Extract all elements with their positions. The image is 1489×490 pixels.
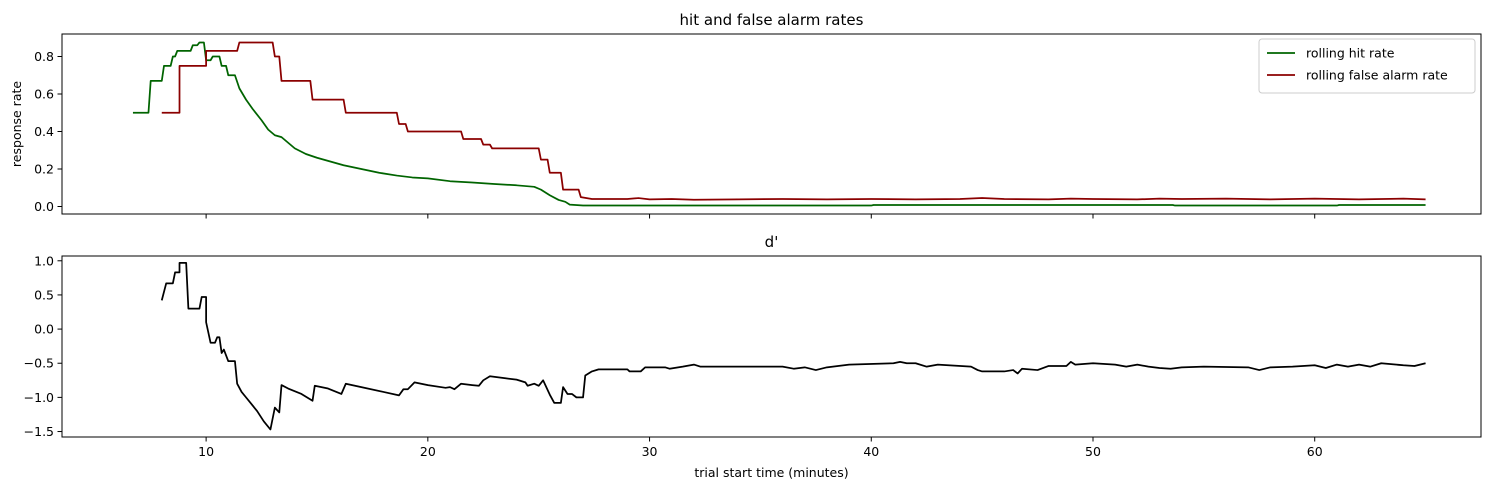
x-tick-label: 10 — [198, 444, 214, 459]
legend-box — [1258, 38, 1476, 94]
y-tick-label: 0.0 — [34, 199, 54, 214]
series-line-rolling-hit-rate — [132, 41, 1426, 207]
series-line-rolling-false-alarm-rate — [161, 41, 1426, 201]
x-tick-label: 50 — [1085, 444, 1101, 459]
x-axis-label: trial start time (minutes) — [694, 465, 848, 480]
x-tick-label: 60 — [1307, 444, 1323, 459]
y-tick-label: −1.0 — [24, 390, 54, 405]
y-tick-label: 0.6 — [34, 87, 54, 102]
y-tick-label: 0.4 — [34, 124, 54, 139]
x-tick-label: 30 — [642, 444, 658, 459]
legend: rolling hit rate rolling false alarm rate — [1258, 38, 1476, 94]
legend-label: rolling false alarm rate — [1306, 68, 1448, 83]
legend-label: rolling hit rate — [1306, 46, 1395, 61]
y-axis-label: response rate — [9, 81, 24, 167]
y-tick-label: −0.5 — [24, 356, 54, 371]
y-tick-label: 0.5 — [34, 287, 54, 302]
x-tick-label: 40 — [863, 444, 879, 459]
y-tick-label: 1.0 — [34, 253, 54, 268]
chart-title: hit and false alarm rates — [680, 11, 864, 29]
series-line-dprime — [160, 261, 1426, 431]
chart-panel-1: hit and false alarm rates 0.0 0.2 0.4 0.6 0.8… — [9, 11, 1482, 219]
y-tick-label: 0.2 — [34, 162, 54, 177]
chart-panel-2: d' 10 20 30 40 50 60 −1.5 −1.0 −0.5 0.0 0.5 1.0 trial… — [24, 233, 1482, 480]
axes-frame — [61, 255, 1482, 438]
y-tick-label: 0.8 — [34, 49, 54, 64]
chart-title: d' — [765, 233, 779, 251]
y-tick-label: 0.0 — [34, 322, 54, 337]
x-tick-label: 20 — [420, 444, 436, 459]
y-tick-label: −1.5 — [24, 424, 54, 439]
axes-frame — [61, 33, 1482, 215]
